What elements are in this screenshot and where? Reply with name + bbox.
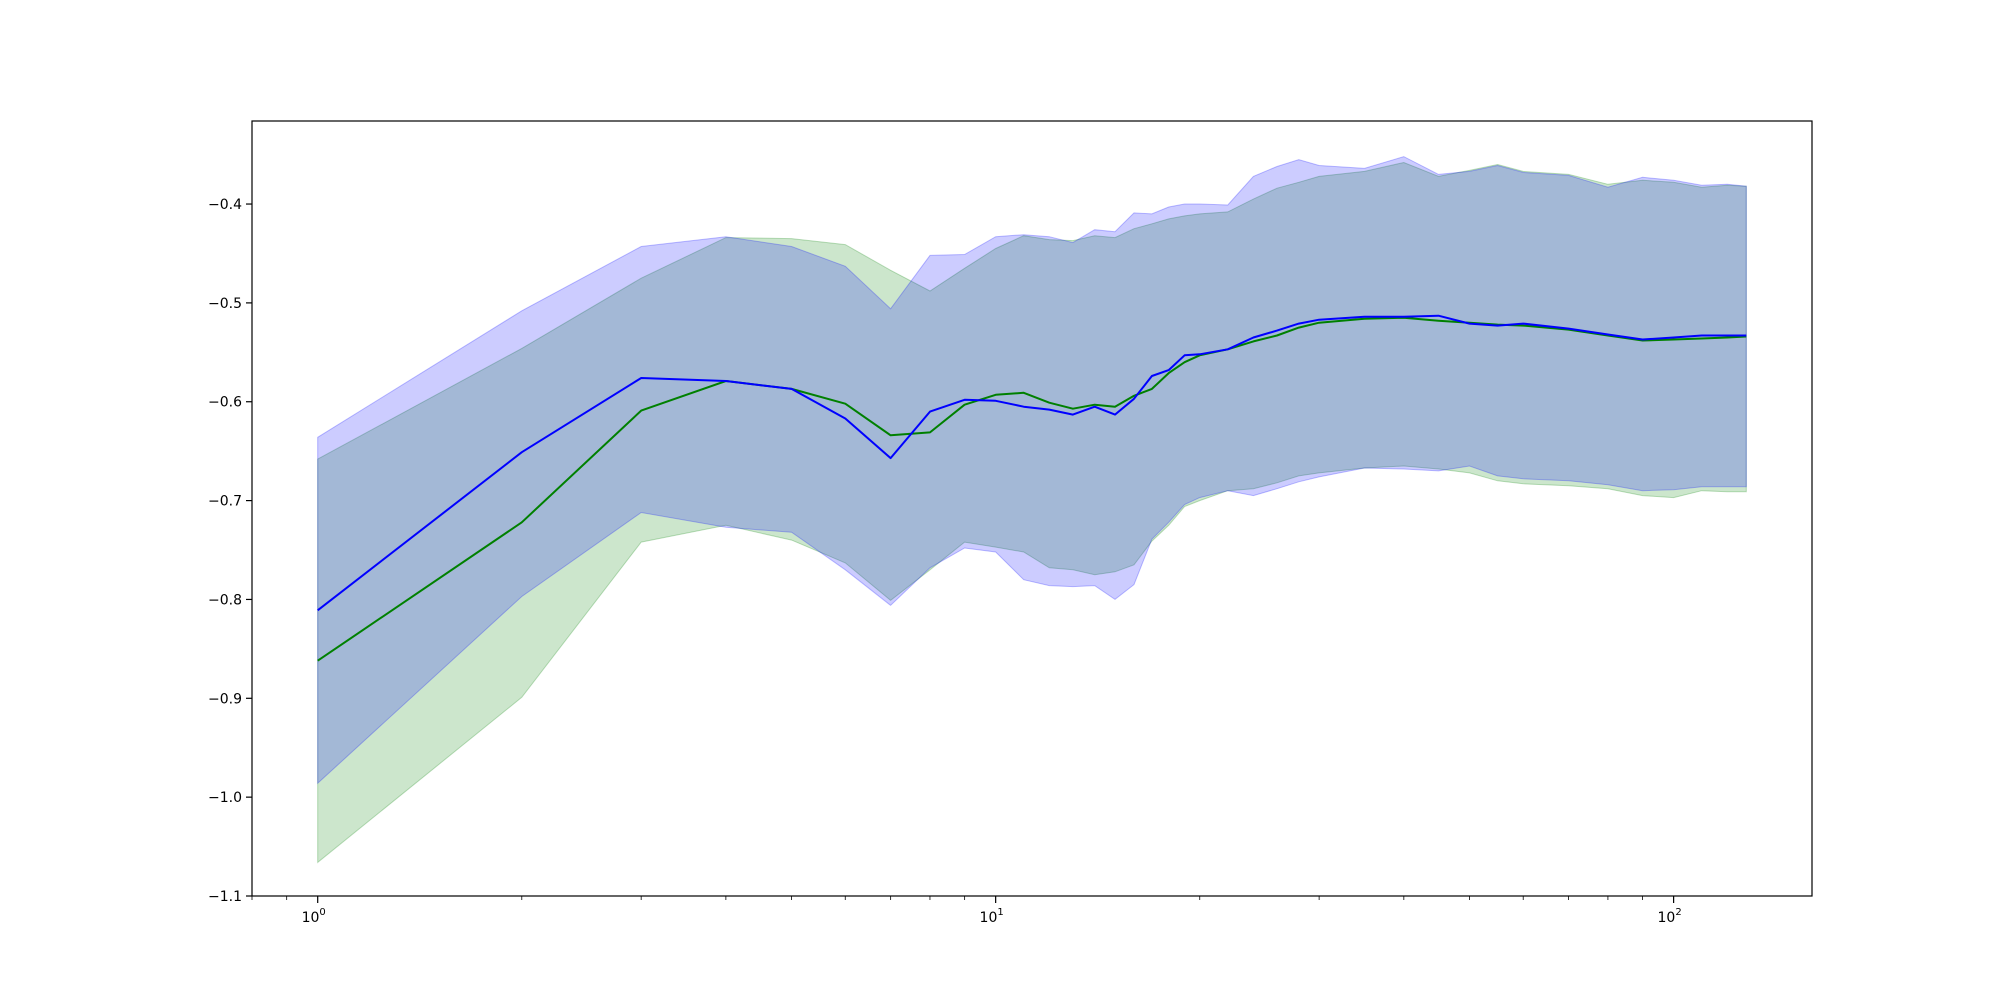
y-tick-label: −0.5 <box>208 296 242 312</box>
series-0-band <box>317 161 1747 864</box>
y-tick-label: −0.8 <box>208 592 242 608</box>
y-tick-label: −0.4 <box>208 197 242 213</box>
x-tick-label: 102 <box>1658 907 1682 926</box>
plot-frame <box>251 120 1813 897</box>
series-1-line <box>317 314 1747 612</box>
x-tick-label: 101 <box>980 907 1004 926</box>
x-tick-label: 100 <box>302 907 326 926</box>
series-1-band <box>317 156 1747 785</box>
y-axis: −1.1 −1.0 −0.9 −0.8 −0.7 −0.6 −0.5 −0.4 <box>208 197 252 905</box>
series-0-line <box>317 316 1747 662</box>
y-tick-label: −0.7 <box>208 494 242 510</box>
y-tick-label: −1.1 <box>208 889 242 905</box>
confidence-bands <box>317 156 1747 864</box>
y-tick-label: −0.6 <box>208 395 242 411</box>
y-tick-label: −0.9 <box>208 691 242 707</box>
y-tick-label: −1.0 <box>208 790 242 806</box>
series-lines <box>317 314 1747 662</box>
x-axis: 100 101 102 <box>251 896 1682 926</box>
